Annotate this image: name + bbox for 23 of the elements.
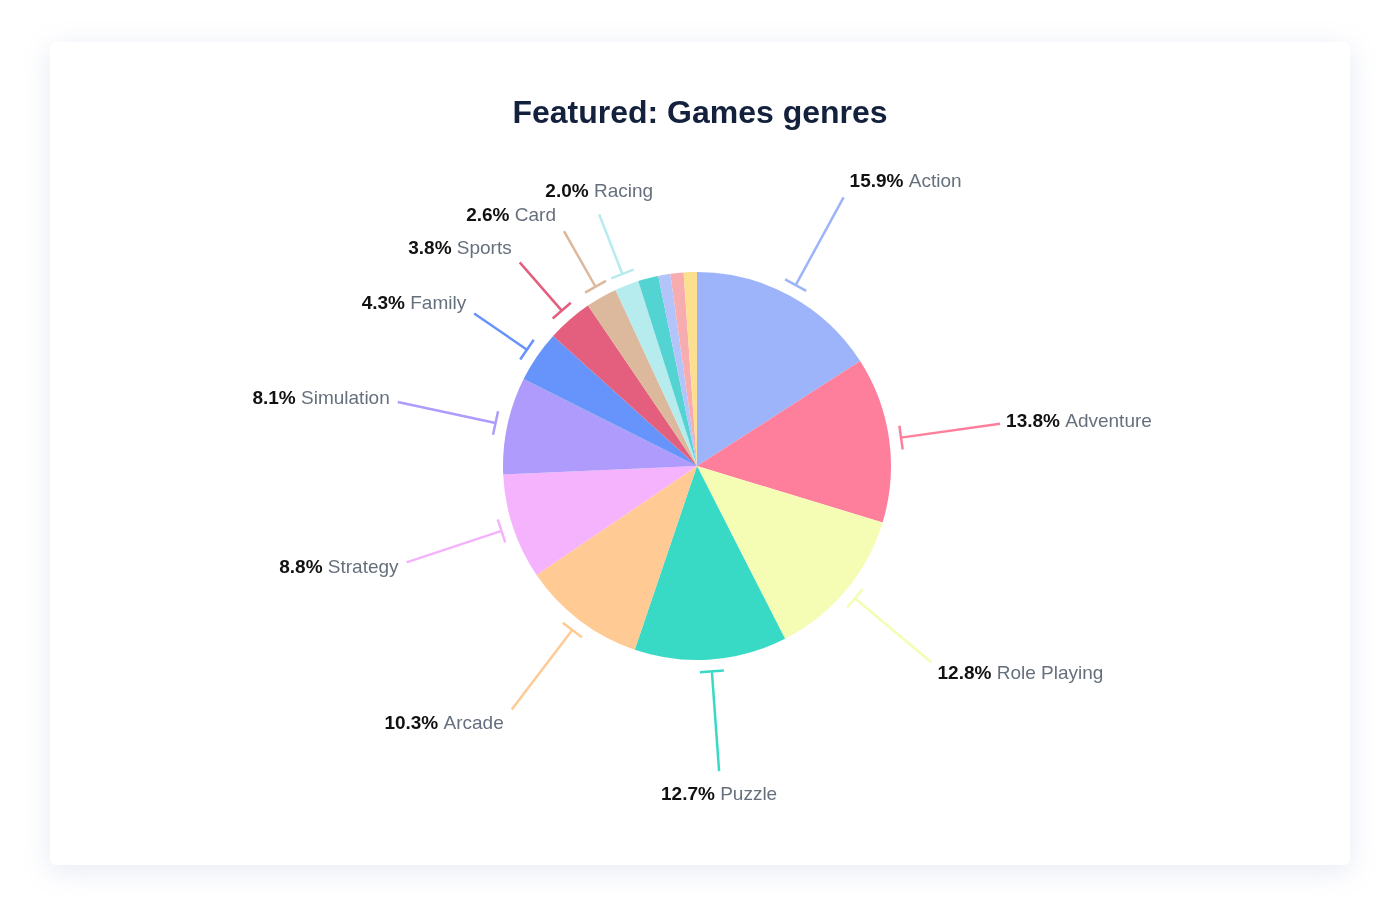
slice-label: Arcade [443,712,504,734]
data-label: 2.6% [466,203,510,225]
chart-title: Featured: Games genres [511,93,889,132]
data-label: 13.8% [1006,409,1061,431]
data-label: 3.8% [408,237,452,259]
data-label: 10.3% [384,712,439,734]
slice-label: Sports [456,237,512,259]
slice-label: Strategy [327,556,400,578]
data-label: 4.3% [361,291,406,313]
slice-label: Action [908,169,962,191]
data-label: 8.8% [279,556,323,578]
data-label: 8.1% [252,386,296,408]
slice-label: Adventure [1065,409,1152,431]
slice-label: Card [514,203,556,225]
data-label: 15.9% [849,169,904,191]
data-label: 12.8% [937,662,992,684]
slice-label: Family [410,291,467,313]
slice-label: Puzzle [720,783,778,805]
slice-label: Simulation [301,386,390,408]
data-label: 2.0% [545,180,589,202]
slice-label: Role Playing [996,662,1104,684]
slice-label: Racing [593,180,654,202]
data-label: 12.7% [661,783,715,805]
